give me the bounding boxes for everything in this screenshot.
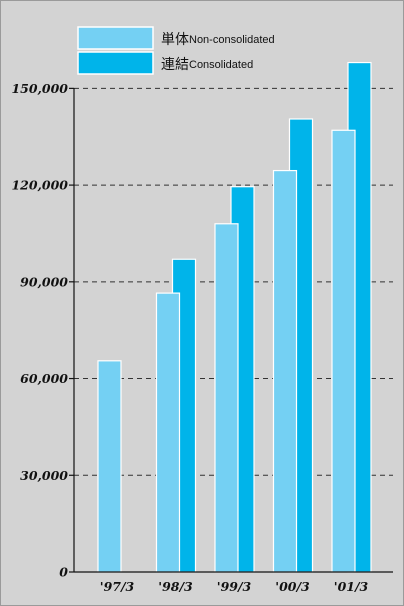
y-tick-label: 30,000 — [20, 468, 68, 483]
legend-swatch-non-consolidated — [77, 26, 154, 50]
x-tick-label: '00/3 — [275, 579, 310, 594]
bar-non-consolidated — [214, 223, 239, 573]
y-axis-ticks: 0 30,000 60,000 90,000 120,000 150,000 — [11, 81, 74, 580]
legend-swatch-consolidated — [77, 51, 154, 75]
y-tick-label: 150,000 — [11, 81, 68, 96]
legend-label-non-consolidated: Non-consolidated — [189, 34, 275, 46]
bars — [97, 61, 372, 573]
x-axis-ticks: '97/3 '98/3 '99/3 '00/3 '01/3 — [100, 579, 369, 594]
y-tick-label: 0 — [59, 565, 68, 580]
legend-label-consolidated-ja: 連結 — [161, 57, 189, 73]
bar-non-consolidated — [155, 292, 181, 573]
bar-non-consolidated — [331, 129, 356, 573]
x-tick-label: '99/3 — [217, 579, 252, 594]
bar-non-consolidated — [97, 360, 122, 573]
legend-label-non-consolidated-ja: 単体 — [161, 32, 189, 48]
legend-label-consolidated: Consolidated — [189, 59, 253, 71]
y-tick-label: 120,000 — [11, 178, 68, 193]
y-tick-label: 60,000 — [20, 371, 68, 386]
y-tick-label: 90,000 — [20, 274, 68, 289]
x-tick-label: '01/3 — [334, 579, 369, 594]
x-tick-label: '97/3 — [100, 579, 135, 594]
x-tick-label: '98/3 — [158, 579, 193, 594]
bar-non-consolidated — [272, 169, 298, 573]
legend: 単体 Non-consolidated 連結 Consolidated — [77, 26, 275, 75]
